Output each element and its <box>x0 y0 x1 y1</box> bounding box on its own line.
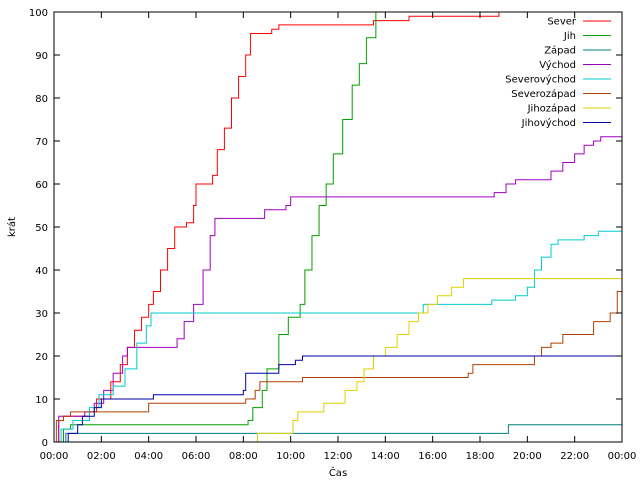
y-axis-title: krát <box>6 217 18 237</box>
legend-label: Západ <box>544 45 576 57</box>
y-tick-label: 20 <box>35 352 48 363</box>
x-tick-label: 08:00 <box>229 451 258 462</box>
x-tick-label: 10:00 <box>276 451 305 462</box>
y-tick-label: 40 <box>35 266 48 277</box>
x-tick-label: 14:00 <box>371 451 400 462</box>
x-tick-label: 06:00 <box>182 451 211 462</box>
series-line-1 <box>54 11 622 443</box>
y-tick-label: 0 <box>42 438 48 449</box>
legend-label: Jih <box>563 31 576 42</box>
legend-label: Jihovýchod <box>521 117 576 129</box>
legend-label: Severovýchod <box>505 74 576 86</box>
y-tick-label: 70 <box>35 137 48 148</box>
legend-label: Jihozápad <box>527 103 576 115</box>
y-tick-label: 10 <box>35 395 48 406</box>
y-tick-label: 60 <box>35 180 48 191</box>
x-tick-label: 18:00 <box>466 451 495 462</box>
series-line-7 <box>54 355 622 443</box>
x-tick-label: 12:00 <box>324 451 353 462</box>
legend: Sever Jih Západ Východ Severovýchod Severozáp… <box>505 17 611 129</box>
y-tick-label: 50 <box>35 223 48 234</box>
legend-label: Severozápad <box>511 88 576 100</box>
legend-label: Sever <box>547 17 577 28</box>
x-tick-label: 22:00 <box>560 451 589 462</box>
y-tick-label: 90 <box>35 51 48 62</box>
y-tick-label: 80 <box>35 94 48 105</box>
x-tick-label: 02:00 <box>87 451 116 462</box>
x-axis-title: Čas <box>329 466 347 479</box>
ticks-layer: 0 10 20 30 40 50 60 70 80 90 100 00:00 02:00 04:00 06:… <box>29 8 637 462</box>
x-tick-label: 20:00 <box>513 451 542 462</box>
x-tick-label: 00:00 <box>608 451 637 462</box>
y-tick-label: 100 <box>29 8 48 19</box>
series-line-5 <box>54 282 623 443</box>
x-tick-label: 00:00 <box>40 451 69 462</box>
series-line-0 <box>54 11 622 443</box>
x-tick-label: 16:00 <box>418 451 447 462</box>
x-tick-label: 04:00 <box>134 451 163 462</box>
legend-label: Východ <box>539 59 576 71</box>
y-tick-label: 30 <box>35 309 48 320</box>
